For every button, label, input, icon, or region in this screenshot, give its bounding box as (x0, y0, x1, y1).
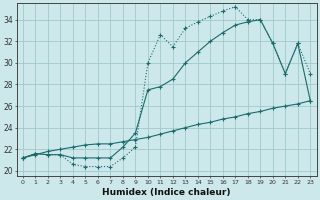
X-axis label: Humidex (Indice chaleur): Humidex (Indice chaleur) (102, 188, 231, 197)
